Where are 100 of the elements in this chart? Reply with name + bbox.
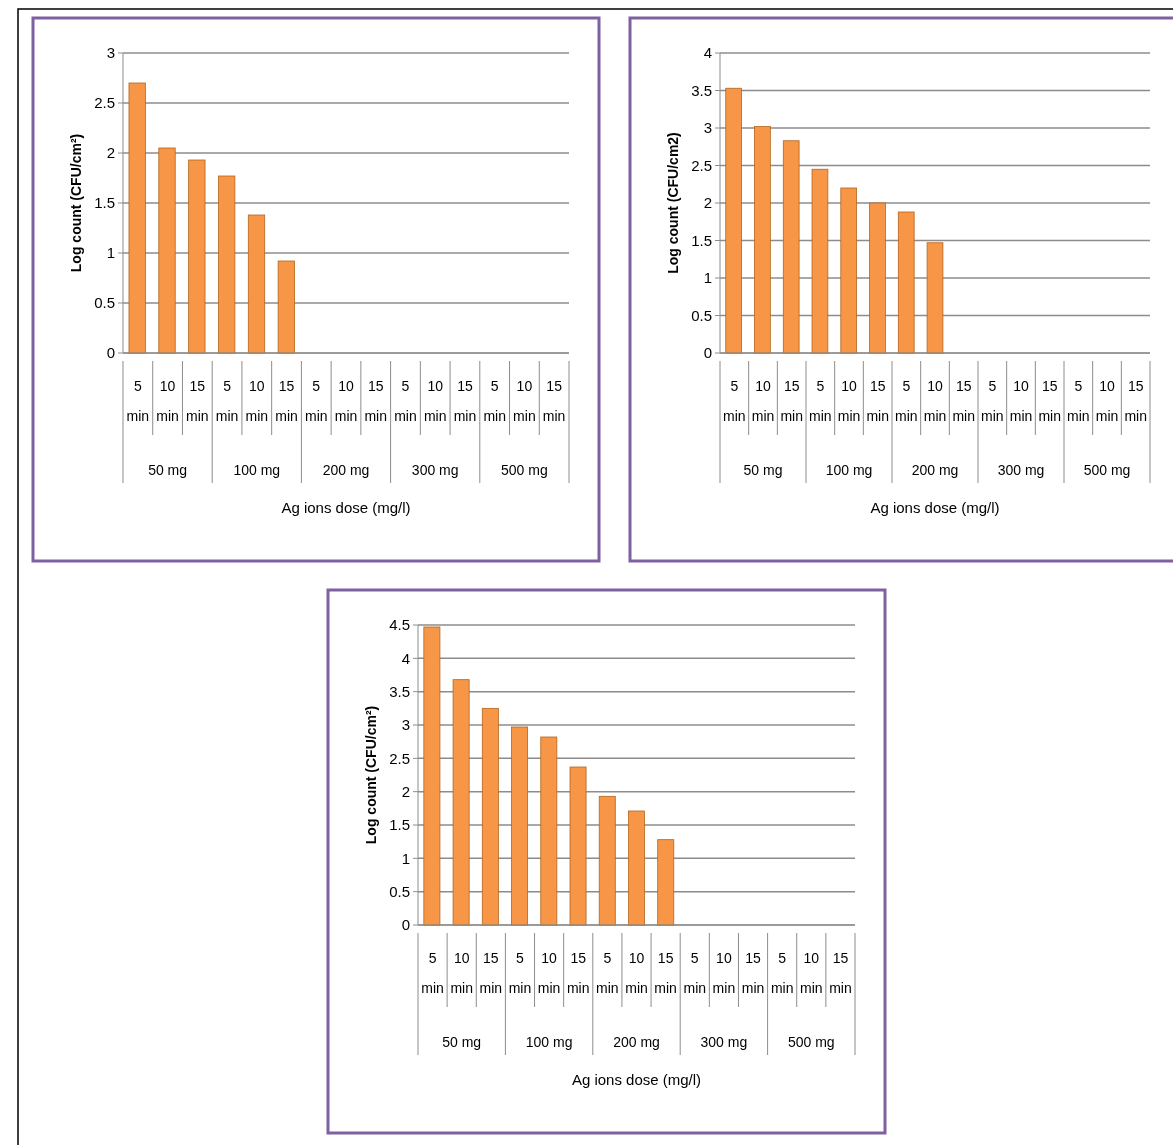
y-tick-label: 3.5 [691,81,712,99]
y-tick-label: 1 [401,849,410,867]
x-tick-label: 10 min [1009,378,1033,424]
y-tick-label: 3.5 [389,682,410,700]
y-tick-label: 4 [401,649,410,667]
text: 100 mg [825,462,873,478]
bar [569,766,587,926]
x-tick-label: 15 min [829,950,852,996]
x-tick-label: 15 min [741,950,765,996]
x-tick-label: 5 min [421,950,444,996]
x-tick-label: 10 min [423,378,447,424]
x-tick-label: 5 min [483,378,506,424]
bar [725,87,742,354]
x-tick-label: 10 min [513,378,536,424]
x-tick-label: 5 min [683,950,707,996]
y-tick-label: 3 [703,119,712,137]
x-tick-label: 15 min [780,378,803,424]
bar [926,242,944,354]
y-tick-label: 4.5 [389,616,410,634]
y-tick-label: 0 [703,344,712,362]
x-tick-label: 5 min [126,378,150,424]
x-tick-label: 15 min [186,378,209,424]
text: 50 mg [148,462,188,478]
text: 200 mg [322,462,370,478]
y-tick-label: 2.5 [389,749,410,767]
bar [840,187,858,354]
bar [754,126,771,354]
x-tick-label: 5 min [981,378,1004,424]
y-tick-label: 1 [106,244,115,262]
text: 50 mg [743,462,783,478]
x-tick-label: 10 min [1095,378,1119,424]
bar [811,168,829,354]
y-tick-label: 2.5 [691,156,712,174]
y-tick-label: 2 [401,782,410,800]
x-tick-label: 15 min [479,950,503,996]
x-tick-label: 5 min [770,950,794,996]
bar [511,726,529,926]
text: 200 mg [613,1034,660,1050]
y-tick-label: 0 [106,344,115,362]
x-tick-label: 5 min [1067,378,1090,424]
bar [423,626,441,926]
y-tick-label: 1.5 [94,194,115,212]
y-tick-label: 2.5 [94,94,115,112]
y-tick-label: 0.5 [389,882,410,900]
x-tick-label: 5 min [215,378,239,424]
y-axis-title: Log count (CFU/cm²) [68,133,84,273]
bar [218,175,236,354]
x-tick-label: 10 min [245,378,269,424]
y-tick-label: 0 [401,916,410,934]
x-tick-label: 15 min [1124,378,1147,424]
x-tick-label: 10 min [450,950,473,996]
x-tick-label: 10 min [837,378,861,424]
bar [628,810,645,926]
y-tick-label: 1 [703,269,712,287]
x-tick-label: 10 min [923,378,947,424]
x-tick-label: 15 min [566,950,590,996]
y-tick-label: 1.5 [389,816,410,834]
x-tick-label: 15 min [364,378,388,424]
bar [782,140,800,354]
x-tick-label: 10 min [156,378,179,424]
text: 300 mg [411,462,459,478]
x-tick-label: 5 min [596,950,619,996]
bar [481,707,499,926]
bar [540,736,558,926]
text: 100 mg [525,1034,573,1050]
bar [277,260,295,354]
x-tick-label: 10 min [751,378,775,424]
text: 500 mg [1083,462,1131,478]
x-tick-label: 5 min [809,378,832,424]
text: 500 mg [501,462,548,478]
x-tick-label: 10 min [712,950,736,996]
bar [128,82,146,354]
text: 100 mg [233,462,281,478]
x-tick-label: 10 min [625,950,648,996]
x-tick-label: 15 min [866,378,889,424]
bar [598,795,616,926]
bar [657,839,675,926]
x-tick-label: 5 min [394,378,417,424]
y-tick-label: 3 [106,44,115,62]
y-tick-label: 1.5 [691,231,712,249]
x-tick-label: 15 min [542,378,566,424]
x-tick-label: 15 min [654,950,677,996]
text: 300 mg [700,1034,748,1050]
y-tick-label: 3 [401,716,410,734]
x-tick-label: 5 min [304,378,328,424]
y-tick-label: 2 [703,194,712,212]
bar [897,211,915,354]
y-axis-title: Log count (CFU/cm²) [363,705,379,845]
bar [452,679,470,926]
text: 300 mg [997,462,1045,478]
x-axis-title: Ag ions dose (mg/l) [870,499,1000,516]
x-tick-label: 5 min [895,378,918,424]
y-tick-label: 4 [703,44,712,62]
y-tick-label: 0.5 [691,306,712,324]
bar [158,147,176,354]
x-tick-label: 10 min [334,378,358,424]
bar [247,214,266,354]
x-tick-label: 15 min [952,378,975,424]
x-tick-label: 15 min [453,378,477,424]
y-tick-label: 0.5 [94,294,115,312]
